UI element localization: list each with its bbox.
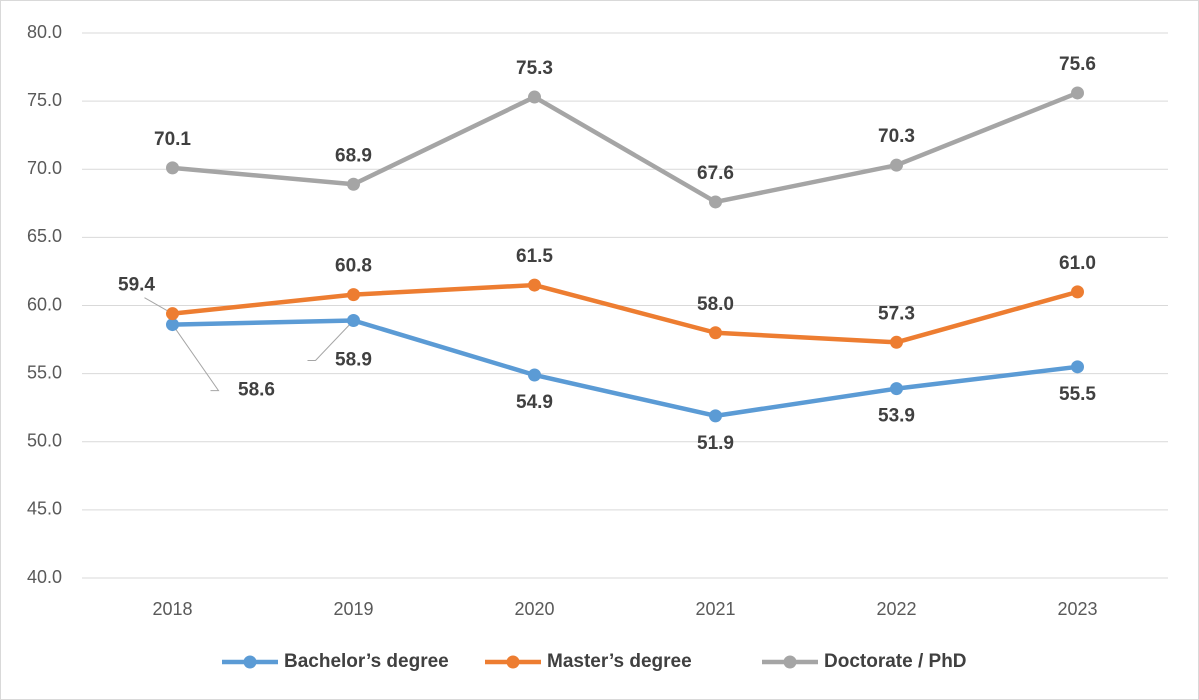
series-line — [172, 90, 1079, 205]
x-tick-label: 2021 — [695, 599, 735, 619]
x-tick-label: 2020 — [514, 599, 554, 619]
series-line — [172, 318, 1078, 419]
data-point — [890, 382, 903, 396]
data-label: 51.9 — [697, 433, 734, 454]
y-tick-label: 50.0 — [27, 431, 62, 451]
data-point — [709, 326, 722, 340]
data-label: 68.9 — [335, 145, 372, 166]
data-point — [166, 161, 179, 175]
data-point — [709, 195, 722, 209]
x-tick-label: 2022 — [876, 599, 916, 619]
data-label: 58.6 — [238, 380, 275, 401]
data-label: 60.8 — [335, 256, 372, 277]
x-tick-label: 2023 — [1057, 599, 1097, 619]
data-point — [1071, 360, 1084, 374]
x-tick-label: 2019 — [333, 599, 373, 619]
data-point — [890, 335, 903, 349]
data-point — [347, 313, 360, 327]
legend-label: Master’s degree — [547, 651, 692, 672]
y-tick-label: 55.0 — [27, 362, 62, 382]
data-point — [1071, 285, 1084, 299]
data-point — [166, 318, 179, 332]
y-tick-label: 60.0 — [27, 294, 62, 314]
legend-marker — [506, 655, 520, 669]
data-label: 57.3 — [878, 303, 915, 324]
series-line — [172, 282, 1079, 345]
y-tick-label: 80.0 — [27, 22, 62, 42]
data-label: 59.4 — [118, 275, 155, 296]
y-tick-label: 75.0 — [27, 90, 62, 110]
data-label: 75.3 — [516, 58, 553, 79]
data-label: 70.1 — [154, 129, 191, 150]
data-point — [890, 158, 903, 172]
data-label: 58.9 — [335, 350, 372, 371]
data-label: 55.5 — [1059, 384, 1096, 405]
data-label: 58.0 — [697, 294, 734, 315]
data-point — [347, 177, 360, 191]
data-label: 70.3 — [878, 126, 915, 147]
legend-marker — [243, 655, 257, 669]
data-point — [528, 368, 541, 382]
leader-line — [307, 320, 354, 361]
y-tick-label: 70.0 — [27, 158, 62, 178]
data-point — [528, 90, 541, 104]
y-tick-label: 65.0 — [27, 226, 62, 246]
data-label: 61.0 — [1059, 253, 1096, 274]
data-label: 75.6 — [1059, 54, 1096, 75]
data-point — [709, 409, 722, 423]
x-tick-label: 2018 — [152, 599, 192, 619]
data-point — [528, 278, 541, 292]
legend-label: Doctorate / PhD — [824, 651, 967, 672]
legend-label: Bachelor’s degree — [284, 651, 449, 672]
data-point — [166, 307, 179, 321]
data-label: 54.9 — [516, 392, 553, 413]
data-point — [1071, 86, 1084, 100]
data-label: 67.6 — [697, 163, 734, 184]
y-tick-label: 40.0 — [27, 567, 62, 587]
data-label: 61.5 — [516, 246, 553, 267]
y-tick-label: 45.0 — [27, 499, 62, 519]
data-point — [347, 288, 360, 302]
legend-marker — [783, 655, 797, 669]
data-label: 53.9 — [878, 406, 915, 427]
leader-line — [172, 324, 220, 392]
